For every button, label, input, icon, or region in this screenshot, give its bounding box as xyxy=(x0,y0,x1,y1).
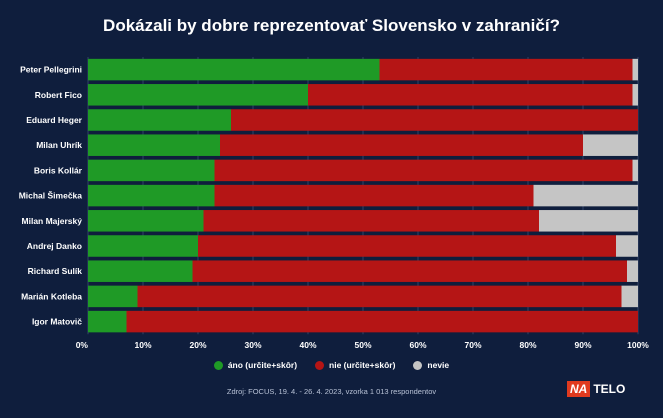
bar-segment-nie xyxy=(214,184,534,207)
bar-segment-nevie xyxy=(616,235,638,257)
category-label: Igor Matovič xyxy=(32,317,82,327)
bar-segment-nevie xyxy=(632,159,638,182)
bar-segment-nevie xyxy=(627,260,638,282)
category-label: Richard Sulík xyxy=(28,266,83,276)
x-tick-label: 80% xyxy=(519,340,536,350)
category-label: Eduard Heger xyxy=(26,115,82,125)
bar-segment-ano xyxy=(88,310,127,333)
x-tick-label: 100% xyxy=(627,340,649,350)
category-label: Boris Kollár xyxy=(34,165,83,175)
bar-segment-nie xyxy=(308,84,633,106)
x-tick-label: 70% xyxy=(464,340,481,350)
x-tick-label: 50% xyxy=(354,340,371,350)
source-note: Zdroj: FOCUS, 19. 4. - 26. 4. 2023, vzor… xyxy=(226,387,437,396)
bar-segment-nevie xyxy=(583,134,638,156)
legend-label-nevie: nevie xyxy=(427,360,450,370)
logo-na: NA xyxy=(567,381,591,397)
category-label: Peter Pellegrini xyxy=(20,65,82,75)
bar-segment-nie xyxy=(203,210,539,232)
legend-dot-nie xyxy=(315,360,325,370)
category-label: Milan Majerský xyxy=(22,216,83,226)
x-tick-label: 0% xyxy=(76,340,89,350)
chart-title: Dokázali by dobre reprezentovať Slovensk… xyxy=(103,16,560,35)
bar-segment-nevie xyxy=(533,184,638,207)
bar-segment-ano xyxy=(88,134,220,156)
natelo-logo: NA TELO xyxy=(567,381,628,397)
bar-segment-nevie xyxy=(632,58,638,81)
bars xyxy=(88,58,638,333)
bar-segment-nevie xyxy=(621,285,638,308)
legend-item-ano: áno (určite+skôr) xyxy=(213,360,298,370)
bar-segment-nie xyxy=(220,134,583,156)
bar-segment-ano xyxy=(88,184,215,207)
logo-telo: TELO xyxy=(593,382,626,396)
bar-segment-nie xyxy=(192,260,627,282)
legend-item-nevie: nevie xyxy=(413,360,449,370)
category-label: Michal Šimečka xyxy=(19,190,83,201)
bar-segment-ano xyxy=(88,210,204,232)
x-tick-label: 90% xyxy=(574,340,591,350)
bar-segment-nevie xyxy=(539,210,638,232)
x-tick-label: 10% xyxy=(134,340,151,350)
bar-segment-nie xyxy=(379,58,633,81)
x-tick-label: 30% xyxy=(244,340,261,350)
legend: áno (určite+skôr) nie (určite+skôr) nevi… xyxy=(0,360,663,370)
bar-segment-ano xyxy=(88,109,231,131)
x-tick-label: 40% xyxy=(299,340,316,350)
x-tick-label: 60% xyxy=(409,340,426,350)
bar-segment-ano xyxy=(88,159,215,182)
bar-segment-nie xyxy=(126,310,638,333)
bar-segment-ano xyxy=(88,285,138,308)
bar-segment-ano xyxy=(88,235,198,257)
bar-segment-nie xyxy=(231,109,638,131)
category-label: Milan Uhrík xyxy=(36,140,82,150)
bar-segment-nie xyxy=(137,285,622,308)
bar-segment-ano xyxy=(88,260,193,282)
legend-label-ano: áno (určite+skôr) xyxy=(227,360,298,370)
category-label: Marián Kotleba xyxy=(21,291,82,301)
x-tick-label: 20% xyxy=(189,340,206,350)
category-label: Robert Fico xyxy=(35,90,82,100)
category-label: Andrej Danko xyxy=(27,241,82,251)
legend-dot-nevie xyxy=(413,360,423,370)
bar-segment-nie xyxy=(214,159,633,182)
bar-segment-ano xyxy=(88,84,308,106)
category-labels: Peter Pellegrini Robert Fico Eduard Heger M… xyxy=(19,65,83,327)
legend-item-nie: nie (určite+skôr) xyxy=(315,360,395,370)
legend-label-nie: nie (určite+skôr) xyxy=(329,360,396,370)
bar-segment-nie xyxy=(198,235,616,257)
x-tick-labels: 0% 10% 20% 30% 40% 50% 60% 70% 80% 90% 100% xyxy=(76,340,650,350)
bar-segment-ano xyxy=(88,58,380,81)
bar-segment-nevie xyxy=(632,84,638,106)
legend-dot-ano xyxy=(213,360,223,370)
